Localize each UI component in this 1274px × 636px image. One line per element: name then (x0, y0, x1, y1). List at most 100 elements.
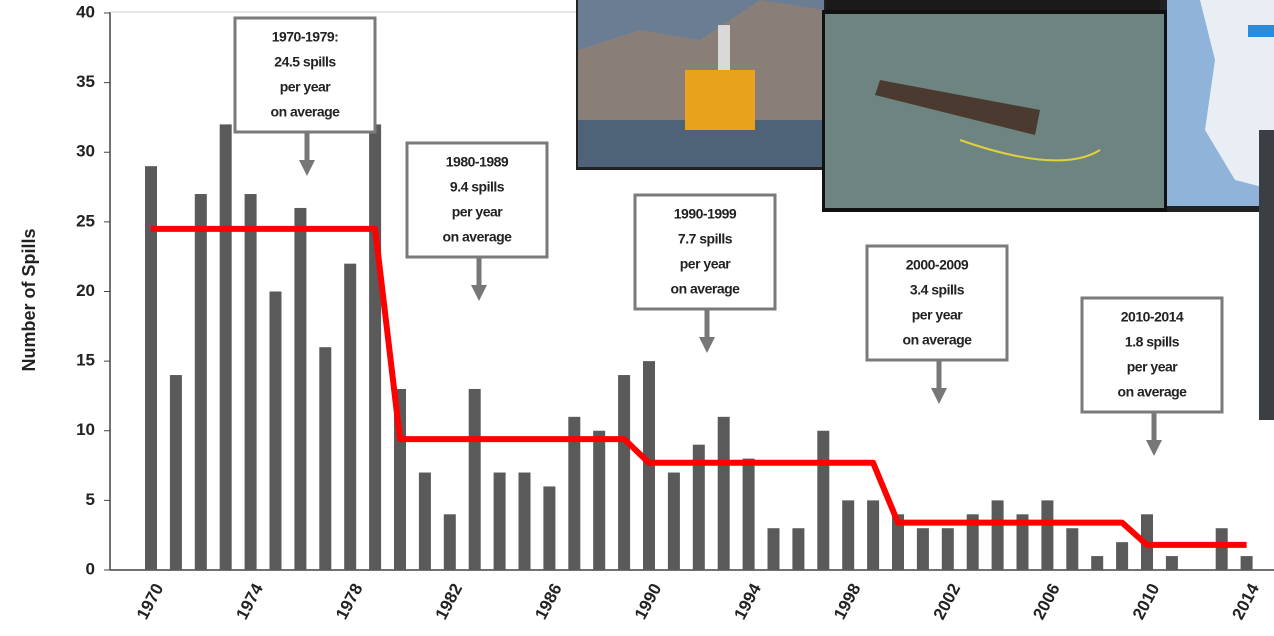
bar (145, 166, 157, 571)
annotation-text: 24.5 spills (274, 54, 336, 70)
bar (692, 444, 705, 570)
annotation-text: 7.7 spills (678, 231, 733, 247)
annotation-arrowhead (699, 337, 715, 353)
bar (1240, 556, 1253, 570)
annotation-text: on average (271, 104, 341, 120)
bar (892, 514, 904, 570)
bar (867, 500, 880, 570)
x-tick-label: 1986 (531, 580, 566, 622)
annotation-text: 2010-2014 (1121, 309, 1184, 325)
bar (269, 291, 282, 570)
map-land (1200, 0, 1274, 190)
bar (717, 416, 730, 570)
bar (742, 458, 755, 570)
bar (817, 430, 830, 570)
y-tick-label: 30 (76, 142, 95, 161)
mountains (578, 0, 824, 120)
bar (418, 472, 431, 570)
average-line (151, 225, 1247, 548)
annotation-text: on average (903, 332, 973, 348)
bar (518, 472, 531, 570)
annotation-text: per year (452, 204, 504, 220)
bar (916, 528, 929, 570)
barge (875, 80, 1040, 135)
annotation-box (633, 193, 777, 311)
bar (792, 528, 805, 570)
bar (493, 472, 506, 570)
y-tick-label: 5 (86, 490, 95, 509)
annotation-text: on average (1118, 384, 1188, 400)
annotation-arrowhead (299, 160, 315, 176)
annotation-text: 1.8 spills (1125, 334, 1180, 350)
y-axis-label: Number of Spills (19, 228, 39, 371)
x-tick-label: 1998 (830, 580, 865, 622)
photo-strip (808, 0, 1183, 12)
bar (369, 124, 382, 571)
bar (319, 347, 332, 570)
bar (593, 430, 606, 570)
bar (941, 528, 954, 570)
annotation-text: 9.4 spills (450, 179, 505, 195)
bar (169, 375, 182, 570)
annotation-arrowhead (931, 388, 947, 404)
bar (443, 514, 456, 570)
bar (767, 528, 780, 570)
annotation-box (233, 16, 377, 134)
x-tick-label: 1978 (332, 580, 367, 622)
bar (219, 124, 232, 571)
bar (1041, 500, 1054, 570)
x-tick-label: 1994 (730, 580, 765, 623)
annotation-box (405, 141, 549, 259)
bar (1165, 556, 1178, 570)
rig-tower (718, 25, 730, 70)
rig (685, 70, 755, 130)
map-label (1248, 25, 1274, 37)
bar (344, 263, 357, 570)
bar (991, 500, 1004, 570)
y-tick-label: 0 (86, 559, 95, 578)
marks: 0 5 10 15 20 25 30 35 40 1970 1974 1978 1982 1986 1990… (76, 2, 1263, 622)
bar (1215, 528, 1228, 570)
x-tick-label: 2006 (1029, 580, 1064, 622)
annotation-text: on average (443, 229, 513, 245)
bar (1116, 542, 1129, 570)
x-tick-label: 2010 (1129, 580, 1164, 622)
annotation-text: 1970-1979: (272, 29, 339, 45)
side-photo (1259, 130, 1274, 420)
annotation-arrowhead (471, 285, 487, 301)
bar (667, 472, 680, 570)
annotation-text: per year (1127, 359, 1179, 375)
bar (194, 194, 207, 570)
x-tick-label: 1990 (631, 580, 666, 622)
y-tick-label: 20 (76, 281, 95, 300)
x-tick-label: 1974 (232, 580, 267, 623)
annotation-text: 1980-1989 (446, 154, 509, 170)
x-tick-label: 2014 (1228, 580, 1263, 623)
annotation-arrowhead (1146, 440, 1162, 456)
bar (468, 388, 481, 570)
bar (618, 375, 631, 570)
annotation-text: per year (680, 256, 732, 272)
photo-collage (576, 0, 1274, 420)
annotation-text: on average (671, 281, 741, 297)
y-tick-label: 15 (76, 351, 95, 370)
bar (1016, 514, 1029, 570)
bar (543, 486, 556, 570)
bar (244, 194, 257, 570)
y-tick-label: 25 (76, 211, 95, 230)
bar (842, 500, 855, 570)
y-tick-label: 10 (76, 420, 95, 439)
bar (966, 514, 979, 570)
annotation-text: 1990-1999 (674, 206, 737, 222)
boom (959, 139, 1101, 162)
bar (568, 416, 581, 570)
x-tick-label: 1970 (133, 580, 168, 622)
y-tick-label: 40 (76, 2, 95, 21)
annotation-text: per year (912, 307, 964, 323)
x-tick-label: 1982 (432, 580, 467, 622)
y-tick-label: 35 (76, 72, 95, 91)
bar (1091, 556, 1104, 570)
x-tick-label: 2002 (930, 580, 965, 622)
annotation-box (1080, 296, 1224, 414)
